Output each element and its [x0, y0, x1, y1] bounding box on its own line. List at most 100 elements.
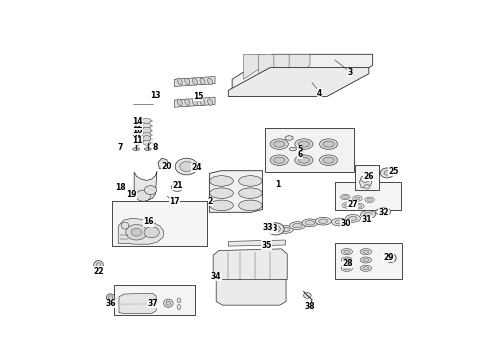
Ellipse shape [270, 155, 288, 166]
Text: 4: 4 [317, 89, 322, 98]
Text: 3: 3 [347, 68, 352, 77]
Polygon shape [158, 158, 169, 169]
Ellipse shape [360, 249, 371, 255]
Text: 10: 10 [132, 126, 143, 135]
Circle shape [175, 158, 198, 175]
Ellipse shape [210, 200, 233, 211]
Text: 7: 7 [118, 143, 123, 152]
Ellipse shape [142, 133, 151, 138]
Ellipse shape [360, 257, 371, 263]
Circle shape [364, 185, 370, 189]
Ellipse shape [200, 78, 205, 85]
Text: 36: 36 [105, 299, 116, 308]
Circle shape [180, 162, 194, 172]
Ellipse shape [293, 223, 302, 228]
Text: 2: 2 [208, 197, 213, 206]
Text: 23: 23 [267, 224, 278, 233]
Ellipse shape [344, 250, 350, 253]
Circle shape [172, 183, 183, 192]
Ellipse shape [363, 250, 369, 253]
Text: 27: 27 [347, 200, 358, 209]
Ellipse shape [319, 155, 338, 166]
Ellipse shape [177, 305, 181, 310]
Polygon shape [174, 76, 215, 86]
Text: 17: 17 [169, 197, 179, 206]
Text: 16: 16 [144, 217, 154, 226]
Ellipse shape [121, 222, 129, 229]
Ellipse shape [108, 296, 113, 300]
Ellipse shape [315, 217, 331, 225]
Ellipse shape [360, 265, 371, 271]
Bar [355, 165, 379, 190]
Circle shape [361, 176, 369, 183]
Text: 1: 1 [275, 180, 280, 189]
Ellipse shape [345, 215, 361, 222]
Ellipse shape [193, 99, 197, 105]
Ellipse shape [133, 118, 143, 123]
Polygon shape [118, 219, 164, 244]
Ellipse shape [273, 157, 285, 163]
Circle shape [268, 223, 284, 235]
Ellipse shape [290, 147, 296, 151]
Ellipse shape [208, 99, 213, 105]
Ellipse shape [349, 216, 357, 220]
Text: 33: 33 [263, 223, 273, 232]
Polygon shape [274, 54, 295, 79]
Circle shape [136, 190, 151, 201]
Ellipse shape [353, 196, 362, 201]
Ellipse shape [295, 155, 313, 166]
Text: 15: 15 [193, 92, 203, 101]
Text: 32: 32 [378, 208, 389, 217]
Circle shape [145, 186, 157, 194]
Ellipse shape [177, 99, 182, 105]
Ellipse shape [134, 140, 142, 145]
Ellipse shape [106, 294, 115, 302]
Text: 34: 34 [211, 272, 221, 281]
Text: 8: 8 [153, 143, 158, 152]
Ellipse shape [344, 258, 350, 261]
Text: 38: 38 [305, 302, 315, 311]
Ellipse shape [364, 212, 372, 216]
Polygon shape [119, 293, 156, 314]
Text: 18: 18 [115, 183, 125, 192]
Ellipse shape [341, 249, 352, 255]
Ellipse shape [332, 218, 347, 226]
Ellipse shape [355, 203, 364, 209]
Ellipse shape [193, 78, 197, 85]
Ellipse shape [376, 208, 391, 216]
Ellipse shape [133, 133, 143, 138]
Circle shape [126, 225, 147, 240]
Text: 22: 22 [93, 266, 104, 275]
Circle shape [131, 228, 142, 236]
Polygon shape [213, 249, 287, 282]
Ellipse shape [363, 258, 369, 261]
Ellipse shape [133, 127, 143, 134]
Ellipse shape [185, 99, 190, 105]
Ellipse shape [363, 267, 369, 270]
Ellipse shape [273, 141, 285, 147]
Ellipse shape [323, 141, 334, 147]
Text: 30: 30 [340, 220, 350, 229]
Text: 11: 11 [132, 136, 143, 145]
Ellipse shape [367, 198, 372, 201]
Bar [265, 128, 354, 172]
Ellipse shape [145, 148, 151, 150]
Ellipse shape [290, 222, 305, 229]
Text: 35: 35 [261, 240, 271, 249]
Ellipse shape [386, 253, 396, 262]
Text: 37: 37 [147, 299, 158, 308]
Text: 13: 13 [150, 91, 161, 100]
Ellipse shape [210, 176, 233, 186]
Ellipse shape [143, 135, 150, 142]
Ellipse shape [298, 141, 310, 147]
Text: 14: 14 [132, 117, 143, 126]
Text: 20: 20 [162, 162, 172, 171]
Text: 24: 24 [191, 163, 202, 172]
Circle shape [271, 226, 280, 232]
Text: 28: 28 [343, 259, 353, 268]
Polygon shape [232, 54, 372, 90]
Polygon shape [228, 240, 285, 246]
Text: 26: 26 [364, 172, 374, 181]
Ellipse shape [379, 210, 388, 214]
Bar [336, 243, 402, 279]
